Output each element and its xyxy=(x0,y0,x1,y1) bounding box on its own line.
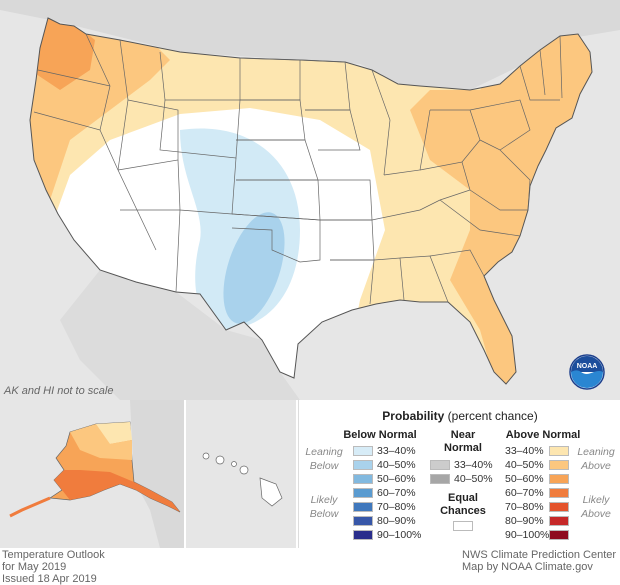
below-normal-bin-swatch xyxy=(353,446,373,456)
below-normal-bin-label: 40–50% xyxy=(377,459,416,471)
below-normal-bin-swatch xyxy=(353,516,373,526)
footer-right: NWS Climate Prediction Center Map by NOA… xyxy=(462,549,616,573)
above-normal-bin-swatch xyxy=(549,474,569,484)
below-normal-bin-swatch xyxy=(353,530,373,540)
above-normal-bin-label: 70–80% xyxy=(505,501,544,513)
alaska-inset xyxy=(0,400,184,548)
near-normal-bin-swatch xyxy=(430,474,450,484)
above-normal-bin-label: 60–70% xyxy=(505,487,544,499)
hawaii-inset xyxy=(186,400,296,548)
below-normal-bin-label: 60–70% xyxy=(377,487,416,499)
below-normal-bin-swatch xyxy=(353,474,373,484)
below-40-50-region xyxy=(223,212,285,324)
above-normal-bin-label: 90–100% xyxy=(505,529,550,541)
below-normal-bin-label: 70–80% xyxy=(377,501,416,513)
conus-map: AK and HI not to scale xyxy=(0,0,620,400)
footer-outlook-title: Temperature Outlook xyxy=(2,549,105,561)
hawaii-islands xyxy=(202,452,283,507)
noaa-logo-text: NOAA xyxy=(577,363,598,370)
mexico-landmass xyxy=(60,270,300,400)
near-normal-header: Near Normal xyxy=(444,429,482,454)
footer-source: NWS Climate Prediction Center xyxy=(462,549,617,561)
canada-landmass xyxy=(0,0,620,90)
below-normal-bin-swatch xyxy=(353,460,373,470)
equal-chances-header: Equal Chances xyxy=(440,492,486,517)
leaning-below-label: Leaning Below xyxy=(305,446,343,472)
footer-issued: Issued 18 Apr 2019 xyxy=(2,573,97,585)
aleutian-islands xyxy=(9,496,51,518)
above-normal-bin-label: 80–90% xyxy=(505,515,544,527)
above-normal-bin-label: 50–60% xyxy=(505,473,544,485)
alaska-south-60-70 xyxy=(54,470,180,512)
above-normal-bin-swatch xyxy=(549,502,569,512)
equal-chances-swatch xyxy=(453,521,473,531)
footer-left: Temperature Outlook for May 2019 Issued … xyxy=(2,549,105,585)
noaa-logo-icon[interactable]: NOAA xyxy=(569,354,605,390)
legend-title: Probability (percent chance) xyxy=(382,409,538,423)
above-normal-bin-label: 33–40% xyxy=(505,445,544,457)
leaning-above-label: Leaning Above xyxy=(577,446,615,472)
below-normal-bin-label: 33–40% xyxy=(377,445,416,457)
likely-above-label: Likely Above xyxy=(581,494,611,520)
above-normal-bin-swatch xyxy=(549,516,569,526)
above-normal-bin-swatch xyxy=(549,488,569,498)
footer-credit: Map by NOAA Climate.gov xyxy=(462,561,593,573)
footer-period: for May 2019 xyxy=(2,561,67,573)
above-normal-bin-swatch xyxy=(549,446,569,456)
below-normal-header: Below Normal xyxy=(343,429,417,441)
below-normal-bin-swatch xyxy=(353,488,373,498)
near-normal-bin-label: 33–40% xyxy=(454,459,493,471)
scale-note: AK and HI not to scale xyxy=(3,385,113,397)
below-normal-bin-swatch xyxy=(353,502,373,512)
below-normal-bin-label: 80–90% xyxy=(377,515,416,527)
below-normal-bin-label: 90–100% xyxy=(377,529,422,541)
above-normal-header: Above Normal xyxy=(505,429,581,441)
below-normal-bin-label: 50–60% xyxy=(377,473,416,485)
likely-below-label: Likely Below xyxy=(309,494,339,520)
legend: Probability (percent chance) Below Norma… xyxy=(298,400,620,548)
near-normal-bin-label: 40–50% xyxy=(454,473,493,485)
above-50-60-northwest xyxy=(30,18,95,90)
near-normal-bin-swatch xyxy=(430,460,450,470)
alaska-north-40-50 xyxy=(70,424,132,460)
canada-landmass-ak xyxy=(130,400,184,548)
above-normal-bin-label: 40–50% xyxy=(505,459,544,471)
above-normal-bin-swatch xyxy=(549,530,569,540)
state-borders xyxy=(29,17,593,385)
above-normal-bin-swatch xyxy=(549,460,569,470)
